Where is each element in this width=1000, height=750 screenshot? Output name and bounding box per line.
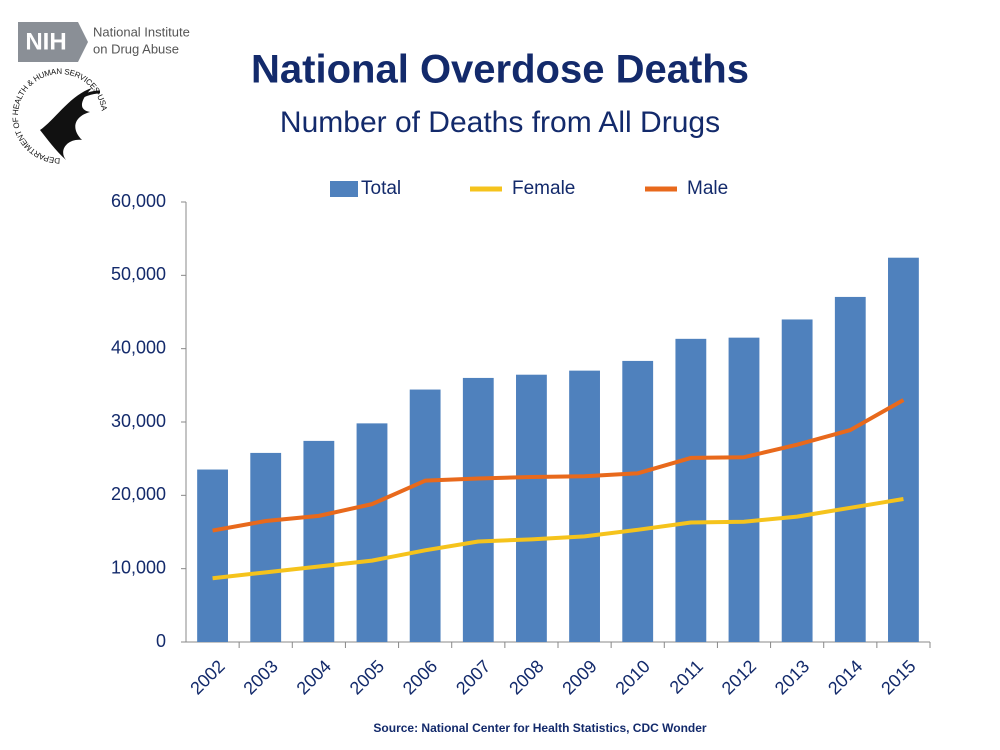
legend-label: Male [687, 178, 728, 199]
y-tick-label: 10,000 [111, 557, 166, 577]
nih-badge [18, 22, 88, 62]
bar [462, 377, 494, 642]
legend-label: Total [361, 178, 401, 199]
y-tick-label: 0 [156, 631, 166, 651]
eagle-wing [48, 90, 101, 127]
bar [569, 370, 600, 642]
nih-logo: NIH National Institute on Drug Abuse [18, 22, 190, 62]
y-tick-label: 50,000 [111, 264, 166, 284]
y-tick-label: 20,000 [111, 484, 166, 504]
bar [197, 469, 228, 642]
bar [622, 360, 654, 642]
legend-label: Female [512, 178, 575, 199]
bar [675, 338, 707, 642]
nih-line2: on Drug Abuse [93, 41, 179, 56]
bar [728, 337, 760, 642]
bar [834, 296, 866, 642]
plot: 010,00020,00030,00040,00050,00060,000200… [111, 178, 931, 699]
bar [303, 440, 335, 642]
chart-subtitle: Number of Deaths from All Drugs [280, 106, 720, 139]
line [212, 398, 905, 533]
bar [356, 423, 388, 642]
line [212, 497, 904, 581]
y-tick-label: 30,000 [111, 411, 166, 431]
nih-line1: National Institute [93, 24, 190, 39]
source-note: Source: National Center for Health Stati… [373, 721, 706, 735]
bar [409, 389, 441, 642]
bar [888, 257, 919, 642]
eagle [40, 88, 92, 160]
y-tick-label: 40,000 [111, 337, 166, 357]
bar [781, 319, 813, 642]
chart-title: National Overdose Deaths [251, 48, 749, 92]
bar [250, 452, 282, 642]
nih-text: NIH [25, 28, 66, 55]
y-tick-label: 60,000 [111, 191, 166, 211]
bar [516, 374, 547, 642]
legend-swatch [330, 181, 358, 197]
